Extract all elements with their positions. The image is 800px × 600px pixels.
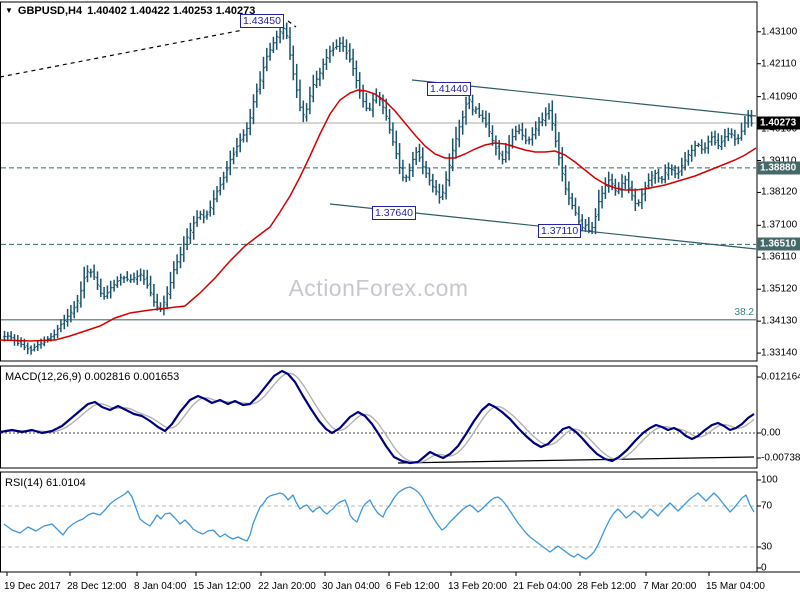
symbol-title: GBPUSD,H4	[17, 5, 83, 17]
macd-panel-border	[0, 365, 758, 469]
macd-tick-label: 0.012164	[761, 371, 800, 383]
macd-tick-label: -0.007384	[761, 452, 800, 464]
time-axis-label[interactable]: 15 Jan 12:00	[193, 581, 251, 592]
macd-signal-line	[0, 372, 755, 464]
price-tick-label: 1.42110	[761, 58, 797, 70]
trendline-0	[0, 29, 244, 78]
rsi-label: RSI(14) 61.0104	[5, 477, 86, 489]
rsi-tick-label: 70	[761, 500, 773, 512]
time-axis-label[interactable]: 19 Dec 2017	[4, 581, 61, 592]
chart-price-label: 1.37640	[372, 206, 416, 220]
price-tick-label: 1.41090	[761, 91, 798, 103]
time-axis-label[interactable]: 28 Dec 12:00	[67, 581, 127, 592]
price-bar-ticks	[2, 27, 754, 351]
price-tick-label: 1.34130	[761, 315, 798, 327]
time-axis-label[interactable]: 15 Mar 04:00	[706, 581, 765, 592]
chart-price-label: 1.41440	[427, 82, 471, 96]
moving-average-line	[0, 89, 757, 342]
main-panel-border	[0, 1, 758, 362]
rsi-tick-label: 100	[761, 474, 778, 486]
rsi-line	[3, 486, 755, 560]
time-axis-label[interactable]: 28 Feb 12:00	[577, 581, 636, 592]
price-badge: 1.40273	[757, 116, 800, 130]
rsi-tick-label: 30	[761, 541, 773, 553]
time-axis-label[interactable]: 22 Jan 20:00	[258, 581, 316, 592]
time-axis-label[interactable]: 30 Jan 04:00	[322, 581, 380, 592]
price-tick-label: 1.36110	[761, 251, 797, 263]
chart-price-label: 1.43450	[240, 14, 284, 28]
symbol-dropdown-icon[interactable]: ▼	[5, 6, 13, 15]
fib-382-label: 38.2	[734, 306, 754, 318]
price-tick-label: 1.33140	[761, 347, 798, 359]
chart-price-label: 1.37110	[538, 224, 582, 238]
macd-main-line	[0, 369, 755, 465]
rsi-panel-border	[0, 471, 758, 573]
price-tick-label: 1.43100	[761, 26, 798, 38]
watermark: ActionForex.com	[288, 275, 469, 301]
price-tick-label: 1.35120	[761, 283, 798, 295]
price-tick-label: 1.39110	[761, 155, 796, 166]
trendline-1	[287, 20, 297, 28]
time-axis-label[interactable]: 7 Mar 20:00	[643, 581, 697, 592]
time-axis-label[interactable]: 13 Feb 20:00	[448, 581, 507, 592]
price-badge: 1.38880	[757, 161, 800, 175]
price-bars	[3, 22, 753, 355]
chart-title-bar: ▼ GBPUSD,H4 1.40402 1.40422 1.40253 1.40…	[5, 5, 255, 17]
time-axis-label[interactable]: 8 Jan 04:00	[134, 581, 187, 592]
macd-label: MACD(12,26,9) 0.002816 0.001653	[5, 371, 180, 383]
price-tick-label: 1.38120	[761, 186, 798, 198]
price-badge: 1.36510	[757, 237, 800, 251]
price-tick-label: 1.37100	[761, 219, 798, 231]
rsi-tick-label: 0	[761, 562, 767, 574]
ohlc-readout: 1.40402 1.40422 1.40253 1.40273	[87, 5, 256, 17]
macd-trendline	[397, 456, 755, 464]
time-axis-label[interactable]: 6 Feb 12:00	[386, 581, 440, 592]
time-axis-label[interactable]: 21 Feb 04:00	[513, 581, 572, 592]
macd-tick-label: 0.00	[761, 427, 781, 439]
